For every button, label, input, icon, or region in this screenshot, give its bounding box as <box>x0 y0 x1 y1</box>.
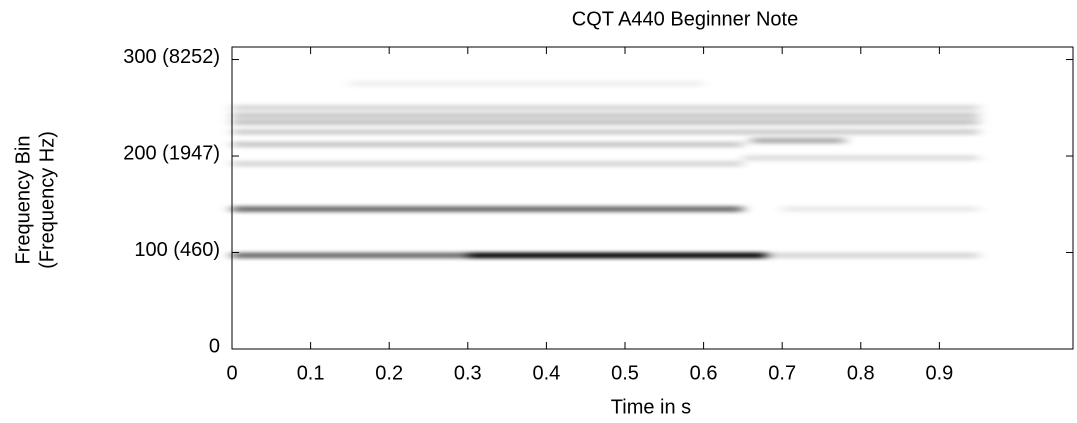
harmonic-band <box>232 119 979 126</box>
harmonic-band <box>232 104 979 111</box>
x-axis-label: Time in s <box>611 396 691 418</box>
harmonic-band <box>349 80 704 87</box>
x-tick-label: 0.6 <box>690 362 718 384</box>
y-axis-label: Frequency Bin <box>12 136 34 265</box>
x-tick-label: 0.8 <box>847 362 875 384</box>
y-tick-label: 200 (1947) <box>123 142 220 164</box>
plot-frame <box>231 46 1074 350</box>
x-tick-label: 0.3 <box>454 362 482 384</box>
x-tick-label: 0.4 <box>532 362 560 384</box>
x-tick-label: 0.9 <box>925 362 953 384</box>
x-tick-label: 0.5 <box>611 362 639 384</box>
harmonic-band <box>232 141 743 148</box>
y-axis-label: (Frequency Hz) <box>36 131 58 269</box>
harmonic-band <box>467 252 767 259</box>
harmonic-band <box>232 252 468 259</box>
chart-title: CQT A440 Beginner Note <box>572 8 798 30</box>
harmonic-band <box>232 206 743 213</box>
harmonic-band <box>750 137 846 144</box>
harmonic-band <box>782 206 979 213</box>
harmonic-band <box>742 154 979 161</box>
harmonic-band <box>766 252 979 259</box>
y-tick-label: 300 (8252) <box>123 46 220 68</box>
y-tick-label: 100 (460) <box>134 239 220 261</box>
x-tick-label: 0.1 <box>297 362 325 384</box>
harmonic-band <box>232 112 979 119</box>
harmonic-band <box>232 128 979 135</box>
spectrogram <box>232 80 979 259</box>
x-tick-label: 0.7 <box>768 362 796 384</box>
harmonic-band <box>232 160 743 167</box>
x-tick-label: 0 <box>226 362 237 384</box>
y-tick-label: 0 <box>209 335 220 357</box>
x-tick-label: 0.2 <box>375 362 403 384</box>
